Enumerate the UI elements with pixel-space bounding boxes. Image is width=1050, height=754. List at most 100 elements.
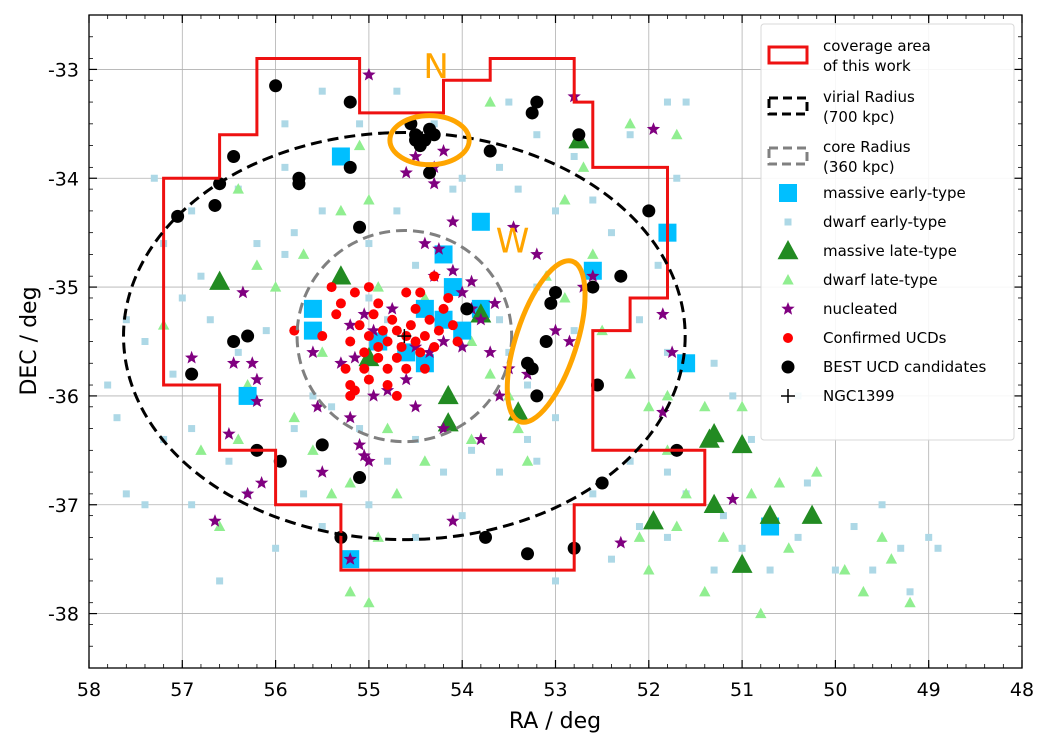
- dwarf-early-type-point: [747, 435, 755, 443]
- dwarf-early-type-point: [412, 261, 420, 269]
- dwarf-late-type-point: [755, 607, 767, 619]
- massive-late-type-point: [731, 553, 753, 573]
- ngc1399-point: [397, 329, 412, 344]
- dwarf-early-type-point: [831, 566, 839, 574]
- dwarf-early-type-point: [188, 207, 196, 215]
- best-ucd-candidates-point: [241, 329, 255, 343]
- dwarf-late-type-point: [904, 596, 916, 608]
- confirmed-ucds-point: [340, 363, 351, 374]
- massive-early-type-point: [677, 354, 696, 373]
- dwarf-early-type-point: [589, 490, 597, 498]
- dwarf-early-type-point: [607, 229, 615, 237]
- dwarf-early-type-point: [365, 294, 373, 302]
- confirmed-ucds-point: [373, 341, 384, 352]
- dwarf-early-type-point: [607, 555, 615, 563]
- best-ucd-candidates-point: [343, 95, 357, 109]
- nucleated-point: [446, 214, 460, 228]
- dwarf-early-type-point: [197, 272, 205, 280]
- confirmed-ucds-point: [410, 336, 421, 347]
- best-ucd-candidates-point: [353, 220, 367, 234]
- dwarf-late-type-point: [307, 444, 319, 455]
- best-ucd-candidates-point: [572, 128, 586, 142]
- dwarf-late-type-point: [195, 444, 207, 455]
- confirmed-ucds-point: [335, 298, 346, 309]
- dwarf-early-type-point: [113, 414, 121, 422]
- x-tick-label: 53: [543, 679, 567, 701]
- nucleated-point: [227, 356, 241, 369]
- best-ucd-candidates-point: [185, 367, 199, 381]
- dwarf-early-type-point: [458, 512, 466, 520]
- dwarf-late-type-point: [419, 291, 431, 303]
- massive-late-type-point: [437, 384, 459, 405]
- dwarf-early-type-point: [150, 174, 158, 182]
- legend-label: core Radius: [823, 138, 911, 156]
- legend-label: virial Radius: [823, 88, 915, 106]
- confirmed-ucds-point: [429, 341, 440, 352]
- dwarf-late-type-point: [465, 433, 478, 444]
- legend-label-line2: (700 kpc): [823, 108, 895, 126]
- dwarf-early-type-point: [328, 403, 336, 411]
- dwarf-late-type-point: [344, 476, 356, 488]
- massive-late-type-point: [643, 510, 664, 530]
- best-ucd-candidates-point: [549, 286, 562, 300]
- confirmed-ucds-point: [443, 292, 454, 303]
- dwarf-late-type-point: [213, 520, 226, 532]
- nucleated-point: [250, 372, 264, 386]
- dwarf-late-type-point: [335, 204, 347, 216]
- nucleated-point: [310, 399, 325, 413]
- dwarf-early-type-point: [365, 501, 373, 509]
- dwarf-late-type-point: [325, 487, 338, 499]
- dwarf-late-type-point: [484, 96, 496, 107]
- dwarf-early-type-point: [635, 523, 643, 531]
- dwarf-early-type-point: [262, 327, 270, 335]
- legend-label: nucleated: [823, 300, 897, 318]
- legend-marker-outline-rect: [767, 45, 809, 65]
- dwarf-late-type-point: [372, 281, 384, 292]
- dwarf-late-type-point: [316, 346, 328, 357]
- dwarf-late-type-point: [876, 531, 888, 542]
- legend-marker-big-dot: [781, 360, 795, 374]
- best-ucd-candidates-point: [479, 530, 493, 544]
- virial-radius-circle: [122, 131, 687, 542]
- dwarf-early-type-point: [272, 544, 280, 552]
- dwarf-early-type-point: [318, 523, 326, 531]
- dwarf-early-type-point: [729, 392, 737, 400]
- best-ucd-candidates-point: [525, 106, 539, 120]
- confirmed-ucds-point: [377, 325, 388, 336]
- dwarf-late-type-point: [232, 183, 244, 194]
- nucleated-point: [222, 427, 236, 440]
- dwarf-early-type-point: [869, 566, 877, 574]
- nucleated-point: [586, 269, 600, 282]
- nucleated-point: [492, 388, 507, 402]
- nucleated-point: [408, 149, 423, 163]
- x-tick-label: 56: [264, 679, 288, 701]
- best-ucd-candidates-point: [423, 166, 437, 180]
- dwarf-early-type-point: [225, 457, 233, 465]
- dwarf-early-type-point: [710, 359, 718, 367]
- nucleated-point: [446, 514, 460, 527]
- dwarf-early-type-point: [188, 425, 196, 433]
- dwarf-late-type-point: [344, 585, 356, 597]
- nucleated-point: [562, 334, 577, 348]
- confirmed-ucds-point: [363, 374, 374, 385]
- dwarf-early-type-point: [505, 348, 513, 356]
- dwarf-early-type-point: [533, 457, 541, 465]
- nucleated-point: [343, 410, 357, 424]
- dwarf-early-type-point: [524, 435, 532, 443]
- legend-label-line2: of this work: [823, 57, 911, 75]
- legend-label: massive early-type: [823, 184, 966, 202]
- confirmed-ucds-point: [424, 314, 435, 325]
- dwarf-late-type-point: [745, 487, 758, 499]
- dwarf-late-type-point: [251, 259, 263, 270]
- nucleated-point: [455, 339, 469, 353]
- dwarf-late-type-point: [857, 585, 870, 597]
- dwarf-early-type-point: [468, 446, 476, 454]
- dwarf-early-type-point: [552, 414, 559, 422]
- nucleated-point: [422, 345, 437, 358]
- massive-early-type-point: [238, 386, 257, 405]
- dwarf-early-type-point: [122, 490, 130, 498]
- dwarf-late-type-point: [363, 596, 375, 608]
- confirmed-ucds-point: [391, 352, 402, 363]
- confirmed-ucds-point: [349, 287, 360, 298]
- nucleated-point: [357, 307, 371, 320]
